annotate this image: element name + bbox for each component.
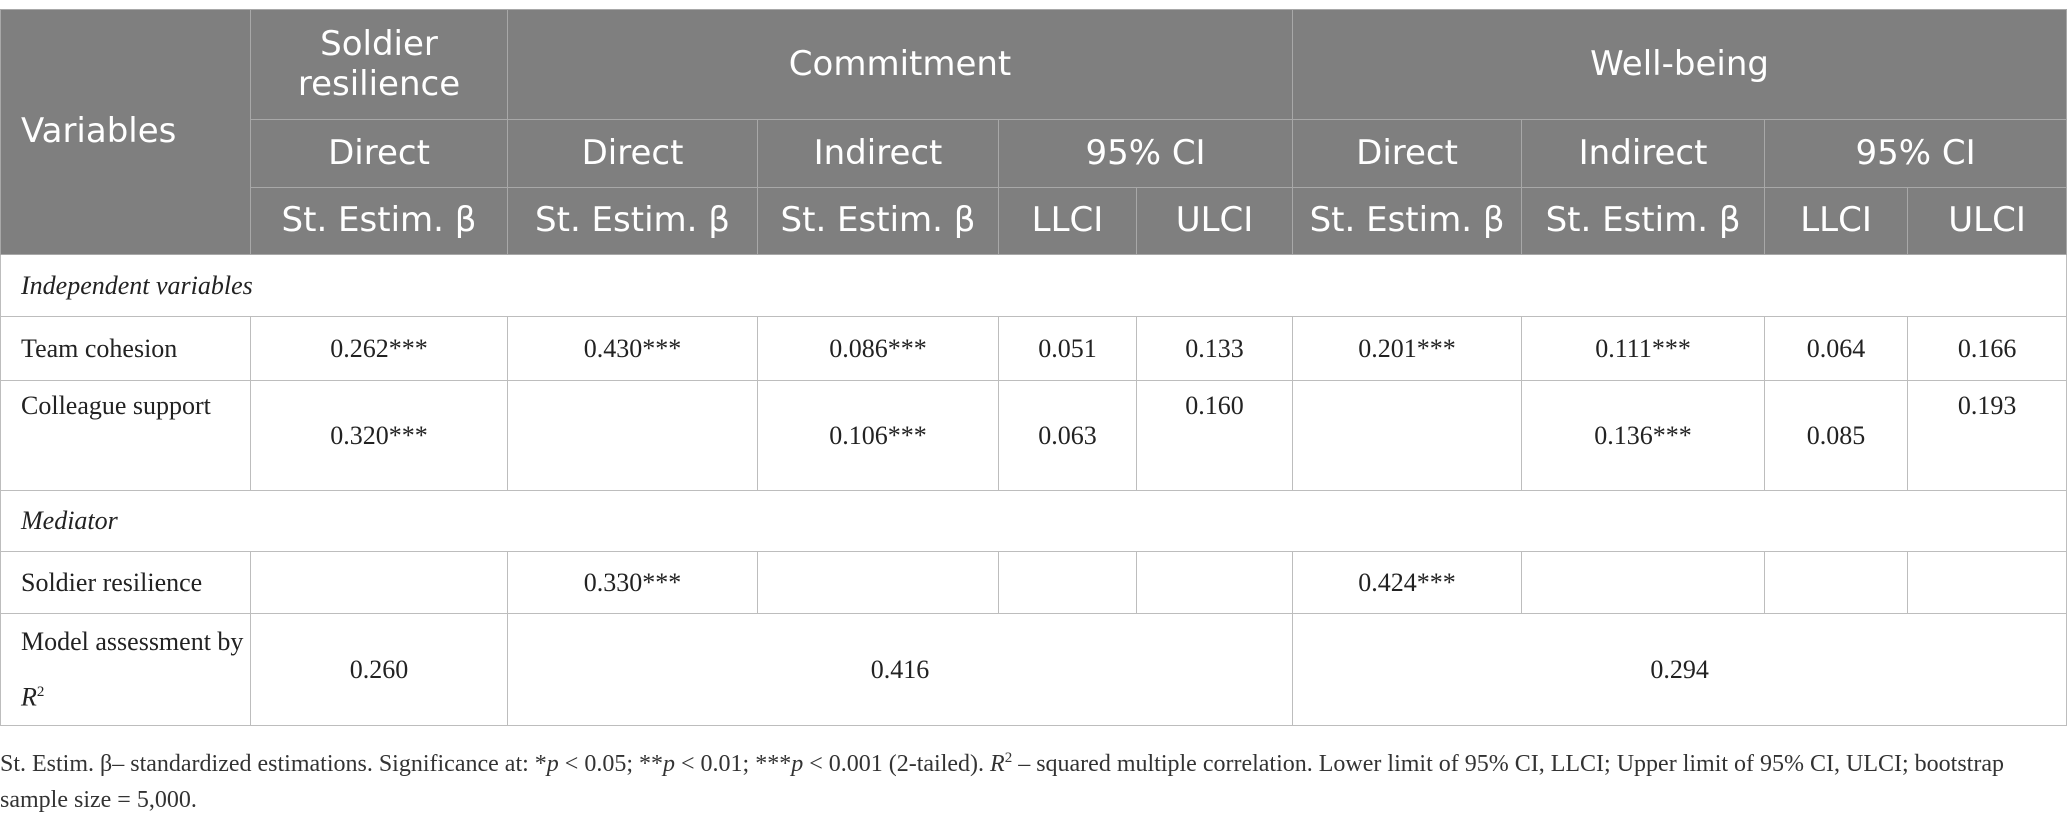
cell	[998, 551, 1137, 614]
cell: 0.106***	[757, 380, 999, 491]
footnote-text: 2	[1004, 750, 1013, 766]
footnote-text: < 0.001 (2-tailed).	[803, 751, 991, 777]
header-cell: Direct	[1292, 119, 1523, 188]
header-cell: Commitment	[506, 9, 1294, 120]
cell	[1135, 551, 1294, 614]
header-cell: ULCI	[1907, 187, 2067, 255]
footnote-text: p	[662, 751, 675, 777]
cell: 0.166	[1907, 316, 2067, 381]
cell: 0.262***	[250, 316, 508, 381]
footnote-text: p	[791, 751, 804, 777]
cell	[1907, 551, 2067, 614]
header-cell: ULCI	[1135, 187, 1294, 255]
footnote-text: – squared multiple correlation. Lower li…	[0, 751, 2004, 813]
header-row: Variables Soldier resilience Commitment …	[0, 9, 2067, 255]
row-label: Colleague support	[0, 380, 251, 491]
cell: 0.424***	[1292, 551, 1523, 614]
cell	[250, 551, 508, 614]
header-cell: St. Estim. β	[1521, 187, 1766, 255]
row-label: Soldier resilience	[0, 551, 251, 614]
label-text: 2	[36, 683, 45, 700]
cell: 0.136***	[1521, 380, 1766, 491]
cell: 0.430***	[507, 316, 758, 381]
header-cell: 95% CI	[997, 119, 1294, 188]
cell: 0.051	[998, 316, 1137, 381]
header-row: St. Estim. β St. Estim. β St. Estim. β LLCI…	[1, 187, 2067, 255]
header-cell: St. Estim. β	[757, 187, 999, 255]
header-cell: LLCI	[1764, 187, 1909, 255]
cell: 0.064	[1764, 316, 1909, 381]
body-row: Colleague support 0.320*** 0.106*** 0.063 0.…	[0, 380, 2067, 491]
header-cell: Direct	[250, 119, 508, 188]
header-cell: Well-being	[1292, 9, 2067, 120]
cell	[757, 551, 999, 614]
header-cell: LLCI	[998, 187, 1137, 255]
cell: 0.063	[998, 380, 1137, 491]
cell: 0.330***	[507, 551, 758, 614]
cell	[1292, 380, 1523, 491]
header-cell: Soldier resilience	[250, 9, 508, 120]
header-cell: Variables	[0, 9, 251, 255]
header-cell: Indirect	[757, 119, 999, 188]
label-text: Model assessment by	[21, 626, 244, 656]
header-cell: Indirect	[1521, 119, 1766, 188]
model-row: Model assessment by R2 0.260 0.416 0.294	[0, 613, 2067, 726]
footnote-text: p	[546, 751, 559, 777]
footnote-text: St. Estim. β– standardized estimations. …	[0, 751, 547, 777]
header-row: Direct Direct Indirect 95% CI Direct Ind…	[1, 119, 2067, 188]
section-label: Independent variables	[0, 254, 2067, 317]
cell: 0.085	[1764, 380, 1909, 491]
header-cell: St. Estim. β	[1292, 187, 1523, 255]
footnote-text: < 0.01; ***	[674, 751, 792, 777]
footnote-text: R	[990, 751, 1005, 777]
header-cell: St. Estim. β	[250, 187, 508, 255]
results-table: Variables Soldier resilience Commitment …	[0, 9, 2067, 726]
cell: 0.193	[1907, 380, 2067, 491]
footnote: St. Estim. β– standardized estimations. …	[0, 740, 2040, 818]
row-label: Team cohesion	[0, 316, 251, 381]
cell: 0.416	[506, 613, 1294, 726]
header-cell: Direct	[507, 119, 758, 188]
cell: 0.201***	[1292, 316, 1523, 381]
header-cell: St. Estim. β	[507, 187, 758, 255]
cell: 0.320***	[250, 380, 508, 491]
section-label: Mediator	[0, 490, 2067, 552]
body-row: Team cohesion 0.262*** 0.430*** 0.086*** 0.0…	[0, 316, 2067, 381]
label-text: R	[21, 682, 37, 712]
cell: 0.160	[1135, 380, 1294, 491]
cell	[507, 380, 758, 491]
body-row: Soldier resilience 0.330*** 0.424***	[0, 551, 2067, 614]
section-row: Independent variables	[0, 254, 2067, 317]
cell	[1764, 551, 1909, 614]
cell: 0.294	[1292, 613, 2067, 726]
cell: 0.133	[1135, 316, 1294, 381]
section-row: Mediator	[0, 490, 2067, 552]
row-label: Model assessment by R2	[0, 613, 251, 726]
cell: 0.086***	[757, 316, 999, 381]
header-cell: 95% CI	[1764, 119, 2067, 188]
footnote-text: < 0.05; **	[558, 751, 663, 777]
cell: 0.111***	[1521, 316, 1766, 381]
cell	[1521, 551, 1766, 614]
cell: 0.260	[250, 613, 508, 726]
